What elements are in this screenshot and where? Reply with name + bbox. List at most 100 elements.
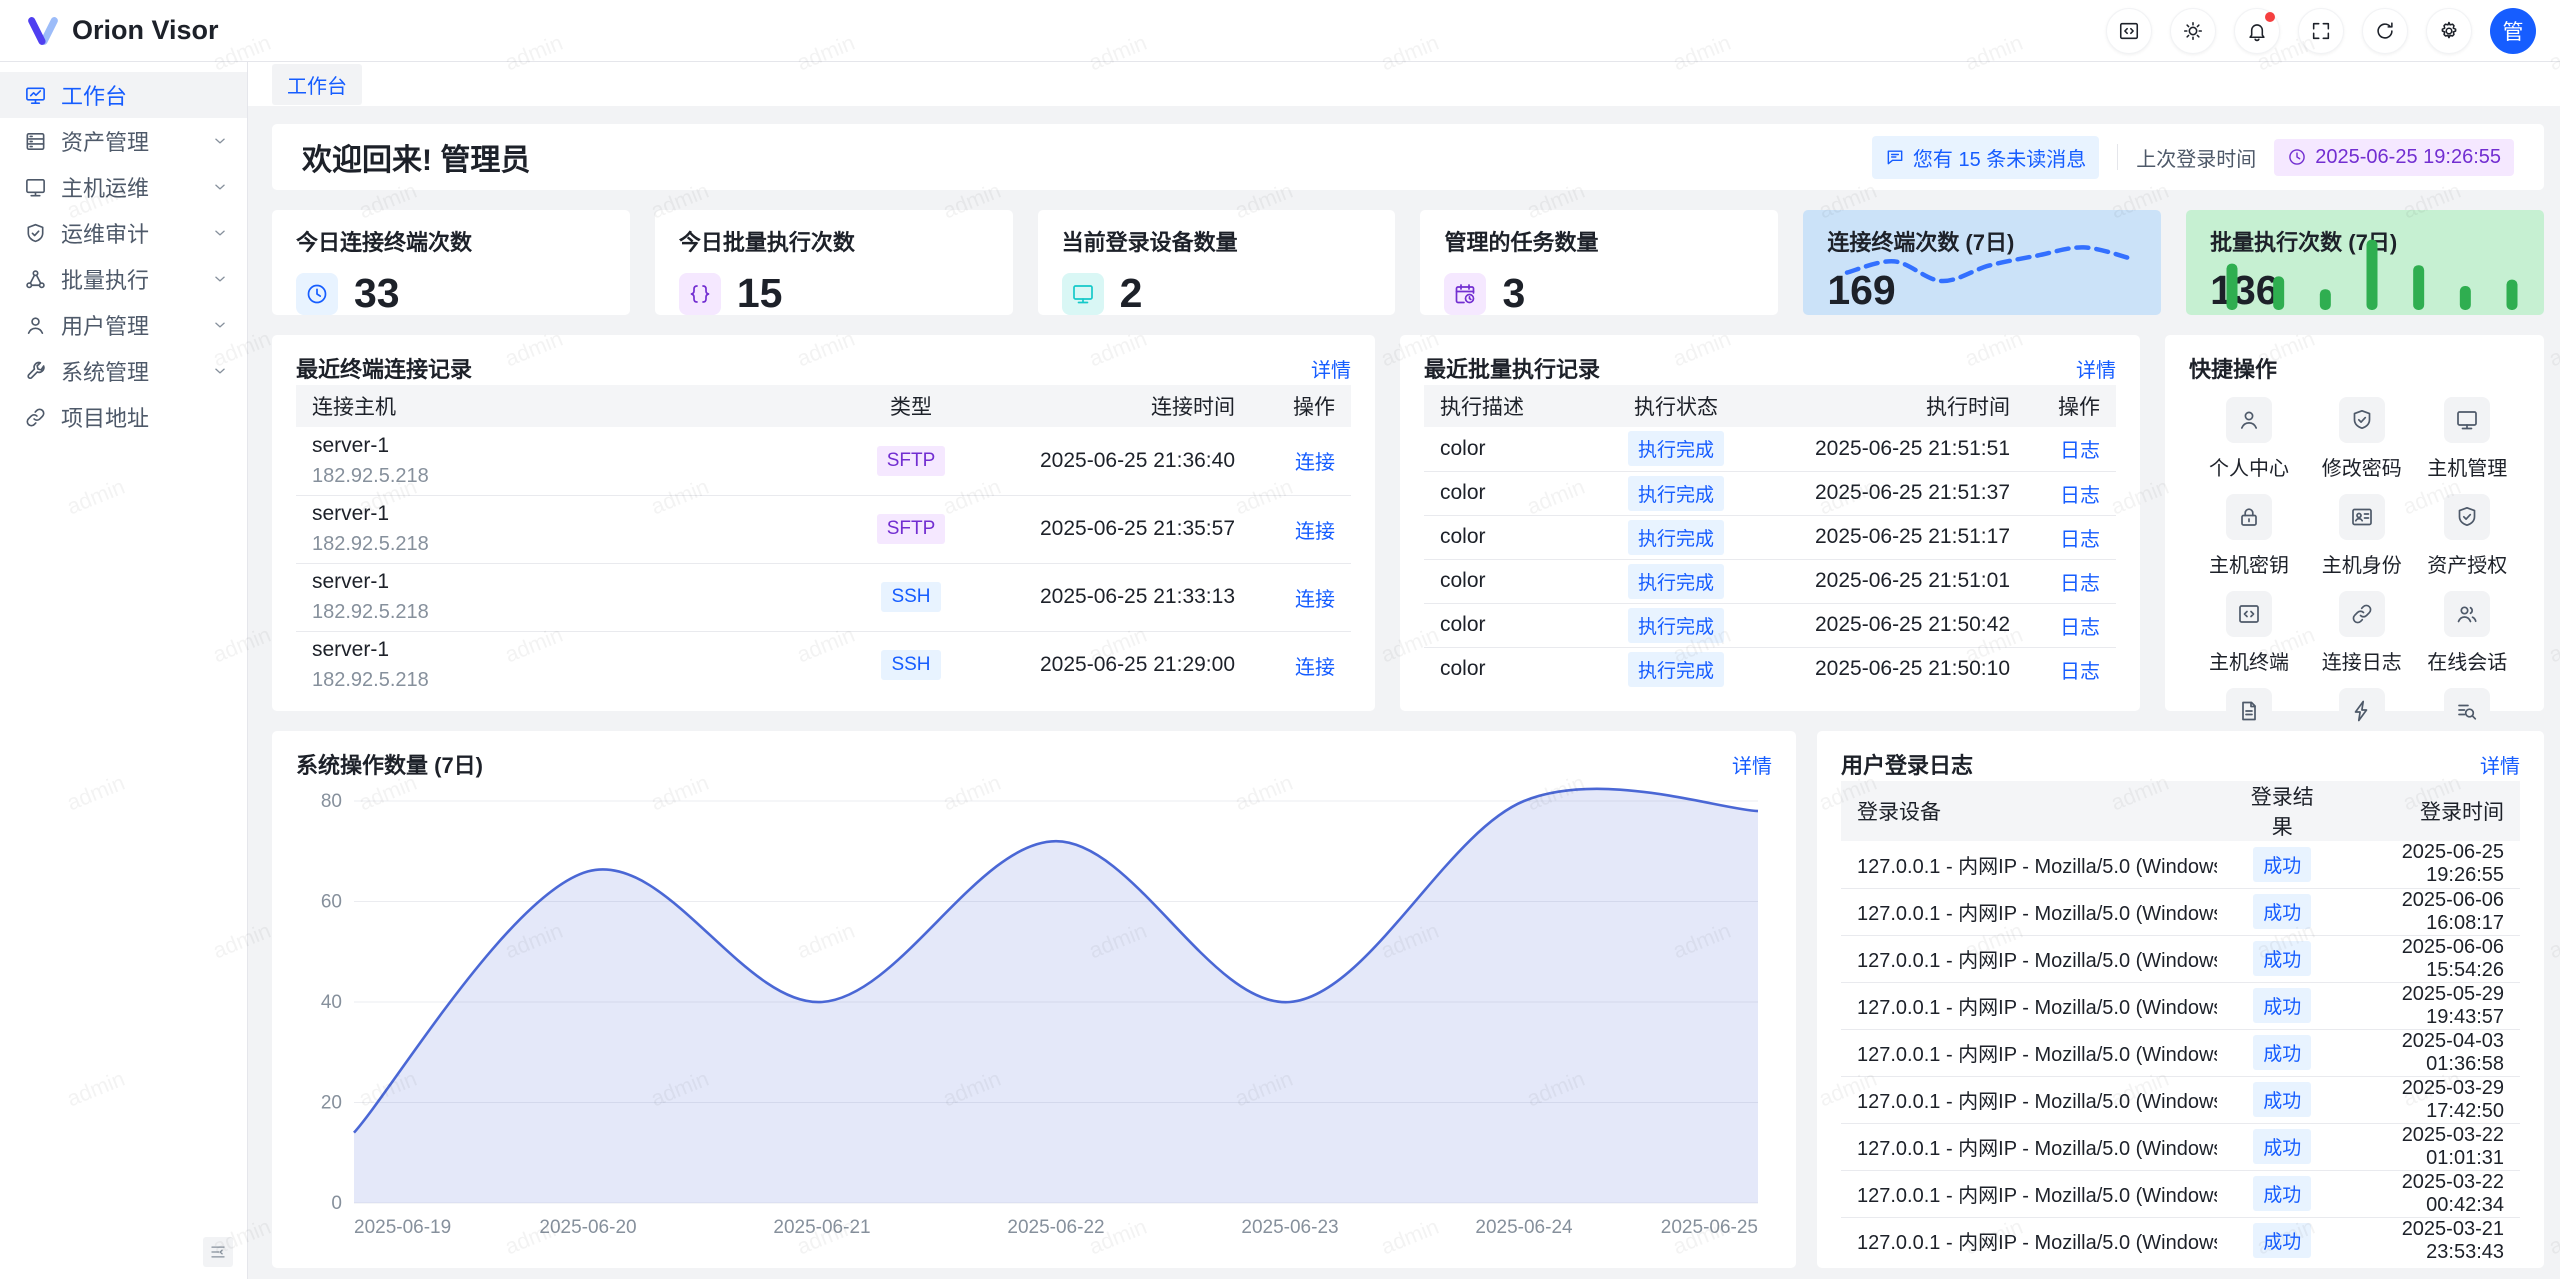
log-link[interactable]: 日志 [2060, 440, 2100, 462]
table-row: 127.0.0.1 - 内网IP - Mozilla/5.0 (Windows … [1841, 888, 2520, 935]
quick-action[interactable]: 在线会话 [2415, 587, 2521, 675]
bottom-row: 系统操作数量 (7日) 详情 0204060802025-06-192025-0… [272, 731, 2544, 1268]
quick-action-icon [2350, 602, 2374, 626]
chart-details-link[interactable]: 详情 [1732, 750, 1772, 779]
unread-messages-text: 您有 15 条未读消息 [1913, 143, 2086, 172]
svg-text:0: 0 [331, 1193, 342, 1214]
table-row: 127.0.0.1 - 内网IP - Mozilla/5.0 (Windows … [1841, 935, 2520, 982]
panel-title: 最近终端连接记录 [296, 352, 472, 384]
result-badge: 成功 [2253, 941, 2311, 976]
header-action-icon [2118, 20, 2140, 42]
sidebar-item[interactable]: 系统管理 [0, 348, 247, 394]
table-row: server-1 182.92.5.218 SFTP 2025-06-25 21… [296, 427, 1351, 495]
quick-action-label: 在线会话 [2427, 646, 2507, 675]
batch-executions-table: 执行描述 执行状态 执行时间 操作 color 执行完成 2025-06-25 … [1424, 385, 2116, 691]
clock-icon [2287, 147, 2307, 167]
connect-link[interactable]: 连接 [1295, 452, 1335, 474]
svg-text:2025-06-25: 2025-06-25 [1661, 1217, 1758, 1238]
table-row: server-1 182.92.5.218 SFTP 2025-06-25 21… [296, 495, 1351, 563]
col-result: 登录结果 [2233, 781, 2332, 841]
app-header: Orion Visor [0, 0, 2560, 62]
sidebar-item[interactable]: 主机运维 [0, 164, 247, 210]
result-badge: 成功 [2253, 1129, 2311, 1164]
quick-action-label: 主机密钥 [2209, 549, 2289, 578]
header-action-button[interactable] [2298, 8, 2344, 54]
middle-row: 最近终端连接记录 详情 连接主机 类型 连接时间 操作 [272, 335, 2544, 711]
system-ops-area-chart: 0204060802025-06-192025-06-202025-06-212… [296, 785, 1772, 1247]
sidebar-item[interactable]: 资产管理 [0, 118, 247, 164]
sidebar-item[interactable]: 批量执行 [0, 256, 247, 302]
breadcrumb[interactable]: 工作台 [272, 64, 362, 105]
quick-action[interactable]: 个人中心 [2189, 393, 2309, 481]
quick-action[interactable]: 修改密码 [2309, 393, 2415, 481]
sidebar-item[interactable]: 运维审计 [0, 210, 247, 256]
login-details-link[interactable]: 详情 [2480, 750, 2520, 779]
host-name: server-1 [312, 502, 835, 526]
stat-icon [1453, 282, 1477, 306]
log-link[interactable]: 日志 [2060, 485, 2100, 507]
table-row: 127.0.0.1 - 内网IP - Mozilla/5.0 (Windows … [1841, 1076, 2520, 1123]
status-badge: 执行完成 [1628, 608, 1724, 643]
main-content: 欢迎回来! 管理员 您有 15 条未读消息 上次登录时间 2025-06-25 … [248, 106, 2560, 1279]
log-link[interactable]: 日志 [2060, 529, 2100, 551]
last-login-time: 2025-06-25 19:26:55 [2315, 146, 2501, 169]
quick-action[interactable]: 主机终端 [2189, 587, 2309, 675]
table-row: color 执行完成 2025-06-25 21:50:42 日志 [1424, 603, 2116, 647]
panel-title: 系统操作数量 (7日) [296, 748, 483, 780]
header-action-button[interactable] [2362, 8, 2408, 54]
login-time: 2025-04-03 01:36:58 [2332, 1029, 2520, 1076]
log-link[interactable]: 日志 [2060, 661, 2100, 683]
stat-value: 33 [354, 270, 400, 315]
header-action-button[interactable] [2170, 8, 2216, 54]
orion-visor-dashboard: Orion Visor [0, 0, 2560, 1279]
quick-action-icon [2237, 505, 2261, 529]
header-action-button[interactable] [2234, 8, 2280, 54]
sidebar-item[interactable]: 工作台 [0, 72, 247, 118]
header-action-icon [2310, 20, 2332, 42]
quick-action[interactable]: 主机密钥 [2189, 490, 2309, 578]
quick-action[interactable]: 连接日志 [2309, 587, 2415, 675]
header-action-button[interactable] [2426, 8, 2472, 54]
unread-messages-badge[interactable]: 您有 15 条未读消息 [1872, 136, 2099, 179]
sidebar-item[interactable]: 用户管理 [0, 302, 247, 348]
quick-actions-grid: 个人中心 修改密码 主机管理 主机密钥 主机身份 [2189, 393, 2520, 772]
terminal-details-link[interactable]: 详情 [1311, 354, 1351, 383]
batch-7d-sparkbars [2222, 224, 2522, 314]
stat-label: 今日连接终端次数 [296, 225, 606, 257]
host-ip: 182.92.5.218 [312, 601, 835, 624]
table-row: server-1 182.92.5.218 SSH 2025-06-25 21:… [296, 563, 1351, 631]
connect-link[interactable]: 连接 [1295, 521, 1335, 543]
sidebar-item-label: 资产管理 [61, 125, 211, 157]
svg-text:2025-06-19: 2025-06-19 [354, 1217, 451, 1238]
login-time: 2025-03-22 01:01:31 [2332, 1123, 2520, 1170]
stat-value: 2 [1120, 270, 1143, 315]
connect-link[interactable]: 连接 [1295, 589, 1335, 611]
result-badge: 成功 [2253, 894, 2311, 929]
header-action-button[interactable] [2106, 8, 2152, 54]
host-ip: 182.92.5.218 [312, 465, 835, 488]
quick-action[interactable]: 资产授权 [2415, 490, 2521, 578]
login-time: 2025-03-29 17:42:50 [2332, 1076, 2520, 1123]
quick-action[interactable]: 主机身份 [2309, 490, 2415, 578]
connect-time: 2025-06-25 21:29:00 [971, 631, 1251, 699]
connect-link[interactable]: 连接 [1295, 657, 1335, 679]
stat-card: 管理的任务数量 3 [1420, 210, 1778, 315]
connect-time: 2025-06-25 21:35:57 [971, 495, 1251, 563]
log-link[interactable]: 日志 [2060, 573, 2100, 595]
batch-details-link[interactable]: 详情 [2076, 354, 2116, 383]
quick-action[interactable]: 主机管理 [2415, 393, 2521, 481]
sidebar-item[interactable]: 项目地址 [0, 394, 247, 440]
exec-desc: color [1424, 515, 1596, 559]
col-time: 连接时间 [971, 385, 1251, 427]
sidebar-collapse-button[interactable] [203, 1237, 233, 1267]
welcome-banner: 欢迎回来! 管理员 您有 15 条未读消息 上次登录时间 2025-06-25 … [272, 124, 2544, 190]
quick-action-icon [2455, 408, 2479, 432]
log-link[interactable]: 日志 [2060, 617, 2100, 639]
user-avatar[interactable]: 管 [2490, 8, 2536, 54]
type-badge: SFTP [877, 446, 946, 476]
result-badge: 成功 [2253, 847, 2311, 882]
sidebar: 工作台 资产管理 主机运维 运维审计 批量执行 [0, 62, 248, 1279]
quick-action-icon [2350, 699, 2374, 723]
col-status: 执行状态 [1596, 385, 1756, 427]
quick-action-icon [2237, 602, 2261, 626]
